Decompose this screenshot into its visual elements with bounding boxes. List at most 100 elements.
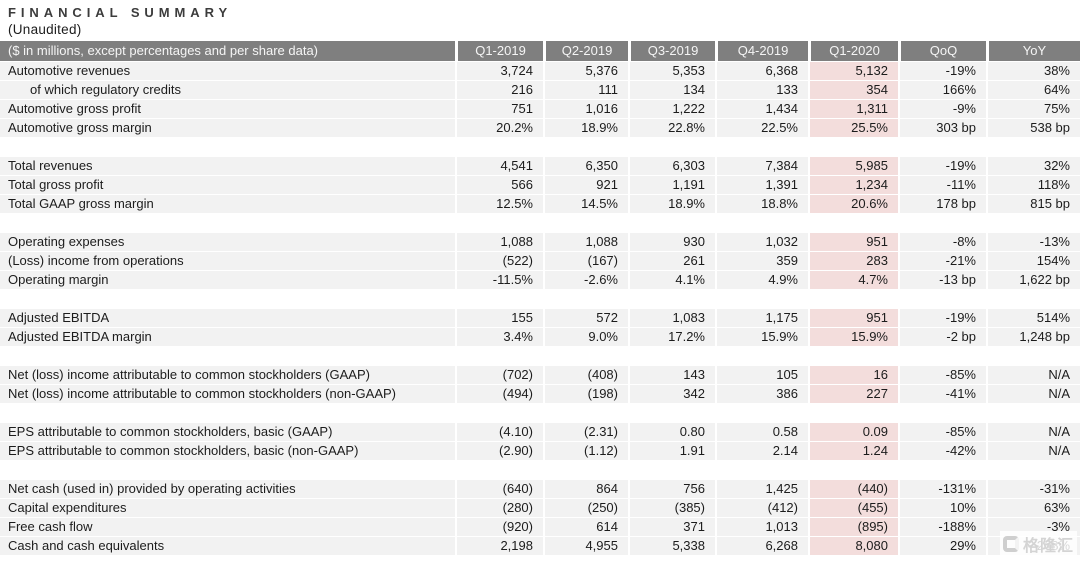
row-value: 1,032	[715, 233, 808, 251]
row-value: -2 bp	[898, 328, 986, 346]
row-value: 6,268	[715, 537, 808, 555]
row-value: 1,013	[715, 518, 808, 536]
table-row: of which regulatory credits 216 111 134 133 3…	[0, 81, 1080, 99]
row-value: 1,016	[543, 100, 628, 118]
row-value: 5,132	[808, 62, 898, 80]
row-label: Cash and cash equivalents	[0, 537, 455, 555]
page-title: FINANCIAL SUMMARY	[8, 5, 233, 20]
row-value: 5,985	[808, 157, 898, 175]
row-value: 1,191	[628, 176, 715, 194]
row-label: EPS attributable to common stockholders,…	[0, 423, 455, 441]
row-value: (167)	[543, 252, 628, 270]
column-header-q1-2019: Q1-2019	[455, 41, 543, 61]
table-row: Adjusted EBITDA margin 3.4% 9.0% 17.2% 15.9%…	[0, 328, 1080, 346]
column-header-q4-2019: Q4-2019	[715, 41, 808, 61]
section-spacer	[0, 347, 1080, 366]
row-value: 4.1%	[628, 271, 715, 289]
row-value: 22.5%	[715, 119, 808, 137]
section-spacer	[0, 461, 1080, 480]
row-value: 14.5%	[543, 195, 628, 213]
row-value: 0.09	[808, 423, 898, 441]
row-value: 16	[808, 366, 898, 384]
row-value: 538 bp	[986, 119, 1080, 137]
row-value: 1,088	[543, 233, 628, 251]
row-value: 118%	[986, 176, 1080, 194]
row-label: of which regulatory credits	[0, 81, 455, 99]
column-header-yoy: YoY	[986, 41, 1080, 61]
row-label: Adjusted EBITDA	[0, 309, 455, 327]
row-value: 178 bp	[898, 195, 986, 213]
row-value: -9%	[898, 100, 986, 118]
table-row: Automotive gross margin 20.2% 18.9% 22.8% 22…	[0, 119, 1080, 137]
row-label: Adjusted EBITDA margin	[0, 328, 455, 346]
row-value: 5,376	[543, 62, 628, 80]
row-value: 572	[543, 309, 628, 327]
row-label: Net (loss) income attributable to common…	[0, 385, 455, 403]
row-value: 6,350	[543, 157, 628, 175]
row-value: 1,311	[808, 100, 898, 118]
row-value: 25.5%	[808, 119, 898, 137]
row-value: (640)	[455, 480, 543, 498]
row-value: 15.9%	[715, 328, 808, 346]
watermark-text: 格隆汇	[1022, 538, 1074, 555]
table-row: Total GAAP gross margin 12.5% 14.5% 18.9% 18…	[0, 195, 1080, 213]
row-value: 216	[455, 81, 543, 99]
row-value: 303 bp	[898, 119, 986, 137]
section-spacer	[0, 214, 1080, 233]
row-value: -13%	[986, 233, 1080, 251]
row-value: (455)	[808, 499, 898, 517]
row-value: (702)	[455, 366, 543, 384]
row-value: 0.58	[715, 423, 808, 441]
row-value: N/A	[986, 423, 1080, 441]
row-value: 6,368	[715, 62, 808, 80]
row-value: -41%	[898, 385, 986, 403]
row-value: 1,391	[715, 176, 808, 194]
row-value: 227	[808, 385, 898, 403]
row-value: 386	[715, 385, 808, 403]
row-label: Net (loss) income attributable to common…	[0, 366, 455, 384]
row-label: Operating margin	[0, 271, 455, 289]
table-row: Operating margin -11.5% -2.6% 4.1% 4.9% 4.7% -…	[0, 271, 1080, 289]
row-value: -19%	[898, 309, 986, 327]
row-label: Total revenues	[0, 157, 455, 175]
table-header-row: ($ in millions, except percentages and p…	[0, 41, 1080, 61]
row-value: 18.8%	[715, 195, 808, 213]
row-value: 1,222	[628, 100, 715, 118]
row-value: 38%	[986, 62, 1080, 80]
row-value: 1,425	[715, 480, 808, 498]
row-value: 6,303	[628, 157, 715, 175]
table-row: Automotive gross profit 751 1,016 1,222 1,43…	[0, 100, 1080, 118]
row-value: 3,724	[455, 62, 543, 80]
row-value: 2.14	[715, 442, 808, 460]
row-value: (440)	[808, 480, 898, 498]
row-value: 133	[715, 81, 808, 99]
row-value: -42%	[898, 442, 986, 460]
row-value: 32%	[986, 157, 1080, 175]
table-header-label: ($ in millions, except percentages and p…	[0, 41, 455, 61]
row-value: -19%	[898, 62, 986, 80]
row-value: 5,353	[628, 62, 715, 80]
row-value: -85%	[898, 423, 986, 441]
row-label: Automotive gross profit	[0, 100, 455, 118]
table-row: Total revenues 4,541 6,350 6,303 7,384 5,985-…	[0, 157, 1080, 175]
row-value: (895)	[808, 518, 898, 536]
row-value: 514%	[986, 309, 1080, 327]
row-value: 951	[808, 233, 898, 251]
row-value: 921	[543, 176, 628, 194]
row-value: 64%	[986, 81, 1080, 99]
row-value: 155	[455, 309, 543, 327]
row-value: 5,338	[628, 537, 715, 555]
row-value: -11%	[898, 176, 986, 194]
financial-table: ($ in millions, except percentages and p…	[0, 41, 1080, 555]
table-row: Adjusted EBITDA 155 572 1,083 1,175 951 -19% 51…	[0, 309, 1080, 327]
row-value: 22.8%	[628, 119, 715, 137]
row-value: 342	[628, 385, 715, 403]
table-row: Operating expenses 1,088 1,088 930 1,032 951-…	[0, 233, 1080, 251]
row-value: 354	[808, 81, 898, 99]
row-label: EPS attributable to common stockholders,…	[0, 442, 455, 460]
row-value: 614	[543, 518, 628, 536]
table-row: Capital expenditures (280) (250) (385) (412)…	[0, 499, 1080, 517]
column-header-q1-2020: Q1-2020	[808, 41, 898, 61]
row-value: -2.6%	[543, 271, 628, 289]
row-value: -8%	[898, 233, 986, 251]
